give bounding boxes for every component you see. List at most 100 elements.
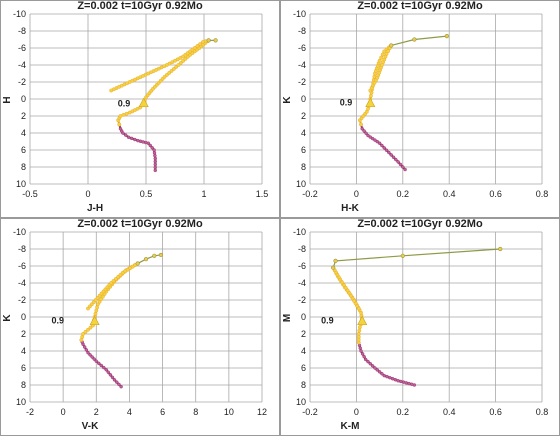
chart-panel-k-vs-hk: Z=0.002 t=10Gyr 0.92Mo -0.2 0 0.2 0.4 0.6 0.8 -…: [280, 0, 560, 218]
x-tick-label: 6: [160, 407, 165, 417]
x-tick-label: 10: [224, 407, 234, 417]
x-tick-label: 0: [61, 407, 66, 417]
data-point: [143, 257, 149, 262]
series-upper-1: [79, 261, 140, 342]
data-point: [498, 246, 503, 252]
data-point: [386, 49, 391, 54]
data-point: [389, 153, 393, 157]
series-extension-3: [206, 38, 218, 43]
data-point: [153, 165, 157, 170]
data-point: [394, 157, 398, 162]
chart-panel-h-vs-jh: Z=0.002 t=10Gyr 0.92Mo -0.5 0 0.5 1 1.5 -10 -8 -…: [0, 0, 280, 218]
data-point: [375, 139, 379, 144]
series-lower-0: [357, 340, 417, 387]
data-point: [379, 55, 384, 60]
x-tick-label: -2: [26, 407, 34, 417]
data-point: [86, 327, 90, 332]
y-tick-label: 4: [301, 128, 306, 138]
data-point: [359, 349, 363, 353]
data-point: [366, 133, 370, 138]
series-upper-2: [368, 43, 394, 93]
y-tick-label: -4: [18, 278, 26, 288]
data-point: [92, 357, 96, 361]
data-point: [356, 332, 361, 336]
data-point: [370, 136, 375, 141]
y-tick-label: -6: [18, 43, 26, 53]
data-point: [373, 138, 377, 142]
data-point: [108, 373, 113, 377]
x-tick-label: 0.8: [536, 189, 549, 199]
data-point: [370, 364, 375, 368]
data-point: [206, 38, 211, 43]
y-tick-label: 0: [301, 312, 306, 322]
x-tick-label: 0.8: [536, 407, 549, 417]
data-point: [364, 131, 368, 135]
panel-frame: [280, 218, 560, 436]
data-point: [136, 138, 140, 143]
data-point: [385, 374, 389, 379]
data-point: [152, 253, 157, 258]
series-upper-2: [331, 265, 361, 311]
data-point: [391, 155, 396, 159]
y-tick-label: 8: [21, 162, 26, 172]
data-point: [82, 345, 87, 349]
data-point: [110, 375, 115, 380]
y-tick-label: 6: [301, 363, 306, 373]
data-point: [396, 379, 400, 383]
data-point: [380, 372, 384, 376]
y-tick-label: -6: [18, 261, 26, 271]
data-point: [444, 33, 449, 39]
y-tick-label: -10: [13, 9, 26, 19]
data-point: [94, 359, 98, 363]
gridlines: [309, 231, 543, 403]
y-tick-label: -8: [18, 26, 26, 36]
mass-annotation: 0.9: [321, 315, 334, 325]
data-point: [340, 280, 344, 285]
series-extension-3: [389, 33, 449, 48]
chart-title: Z=0.002 t=10Gyr 0.92Mo: [357, 0, 483, 12]
series-line: [118, 124, 157, 171]
data-point: [333, 258, 338, 264]
x-tick-label: 0.2: [397, 189, 410, 199]
data-point: [412, 37, 417, 42]
y-axis-label: M: [282, 314, 293, 322]
chart-svg-k-vs-vk: Z=0.002 t=10Gyr 0.92Mo -2 0 2 4 6 8 10 12 -10 -8 -6…: [0, 218, 280, 436]
series-line: [137, 254, 161, 264]
data-point: [153, 156, 157, 161]
data-point: [347, 291, 352, 296]
y-tick-label: 0: [21, 94, 26, 104]
chart-panel-m-vs-km: Z=0.002 t=10Gyr 0.92Mo -0.2 0 0.2 0.4 0.6 0.8 -…: [280, 218, 560, 436]
y-tick-label: 0: [301, 94, 306, 104]
turnoff-triangle-marker: [365, 97, 376, 108]
data-point: [104, 367, 108, 372]
data-point: [343, 285, 348, 290]
data-point: [384, 148, 389, 152]
y-tick-label: -10: [293, 9, 306, 19]
data-point: [393, 378, 398, 382]
data-point: [119, 384, 123, 389]
data-point: [148, 143, 152, 148]
data-point: [153, 153, 157, 158]
data-point: [375, 368, 379, 372]
x-tick-label: 1: [201, 189, 206, 199]
chart-title: Z=0.002 t=10Gyr 0.92Mo: [357, 218, 483, 230]
y-tick-label: 4: [21, 128, 26, 138]
x-axis-label: K-M: [341, 421, 360, 432]
x-axis-label: H-K: [341, 203, 360, 214]
data-point: [88, 353, 92, 357]
data-point: [387, 150, 391, 155]
gridlines: [29, 231, 263, 403]
data-point: [129, 136, 134, 141]
y-tick-label: -4: [18, 60, 26, 70]
y-tick-label: -8: [18, 244, 26, 254]
data-point: [366, 359, 370, 364]
data-point: [362, 354, 366, 359]
data-point: [135, 261, 140, 266]
series-extension-3: [331, 246, 503, 270]
x-axis-label: J-H: [87, 203, 103, 214]
data-point: [121, 112, 126, 117]
data-point: [106, 370, 111, 374]
mass-annotation: 0.9: [340, 97, 353, 107]
panel-frame: [0, 0, 280, 218]
